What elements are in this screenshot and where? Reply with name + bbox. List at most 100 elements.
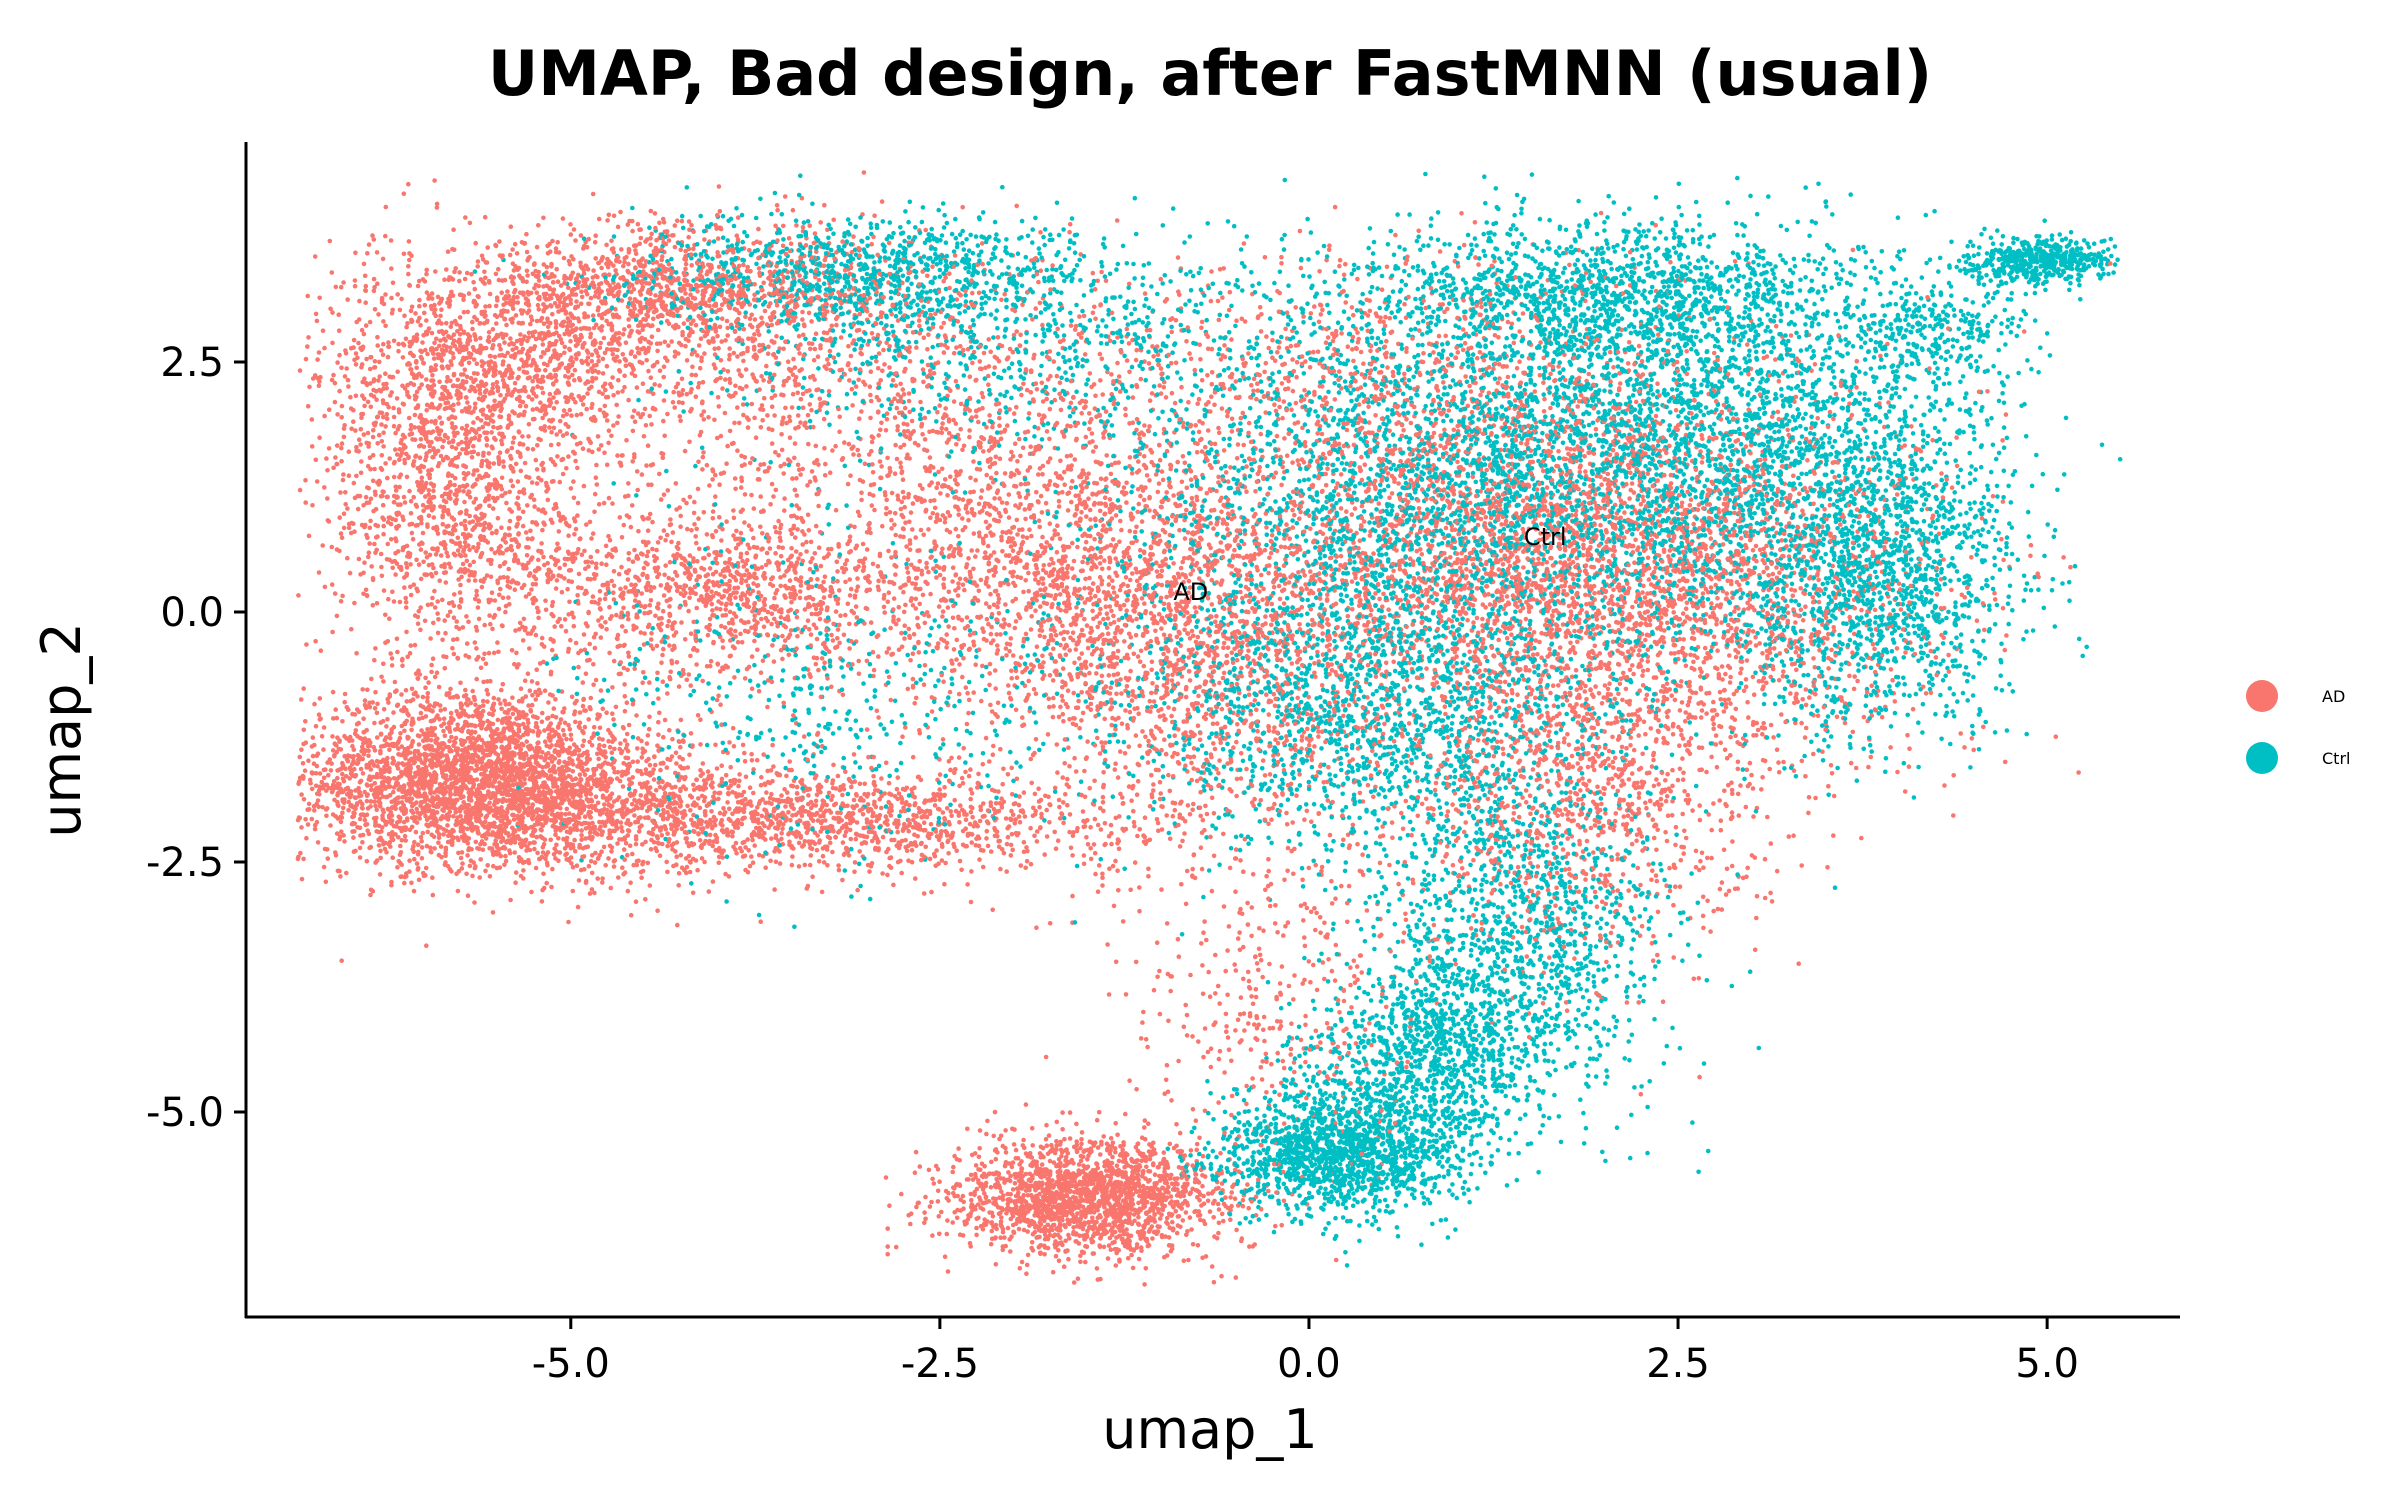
data-point (857, 416, 862, 421)
data-point (1384, 339, 1389, 344)
data-point (956, 1146, 961, 1151)
data-point (348, 571, 353, 576)
data-point (1285, 453, 1290, 458)
data-point (871, 774, 876, 779)
data-point (1448, 555, 1453, 560)
data-point (1855, 359, 1860, 364)
data-point (524, 232, 529, 237)
data-point (342, 700, 347, 705)
data-point (1347, 846, 1352, 851)
data-point (790, 532, 795, 537)
data-point (518, 621, 523, 626)
data-point (1656, 910, 1661, 915)
data-point (1624, 687, 1629, 692)
data-point (1165, 921, 1170, 926)
data-point (1949, 588, 1954, 593)
data-point (1102, 1245, 1107, 1250)
data-point (771, 584, 776, 589)
data-point (822, 595, 827, 600)
data-point (1185, 486, 1190, 491)
data-point (1018, 333, 1023, 338)
data-point (1212, 403, 1217, 408)
data-point (761, 752, 766, 757)
data-point (1143, 291, 1148, 296)
data-point (688, 683, 693, 688)
data-point (1610, 925, 1615, 930)
data-point (1567, 867, 1572, 872)
data-point (1645, 693, 1650, 698)
data-point (540, 636, 545, 641)
data-point (1652, 836, 1657, 841)
points-layer (296, 170, 2123, 1287)
data-point (1239, 995, 1244, 1000)
data-point (628, 880, 633, 885)
data-point (1285, 869, 1290, 874)
data-point (977, 502, 982, 507)
data-point (586, 369, 591, 374)
data-point (735, 405, 740, 410)
data-point (496, 697, 501, 702)
data-point (1302, 388, 1307, 393)
data-point (1123, 765, 1128, 770)
data-point (1585, 839, 1590, 844)
data-point (559, 624, 564, 629)
data-point (931, 511, 936, 516)
data-point (1153, 1172, 1158, 1177)
data-point (1775, 747, 1780, 752)
data-point (960, 516, 965, 521)
data-point (1240, 596, 1245, 601)
data-point (632, 409, 637, 414)
data-point (1006, 683, 1011, 688)
data-point (1115, 1133, 1120, 1138)
data-point (965, 722, 970, 727)
data-point (733, 476, 738, 481)
data-point (468, 864, 473, 869)
data-point (795, 634, 800, 639)
data-point (365, 799, 370, 804)
data-point (722, 812, 727, 817)
data-point (1087, 411, 1092, 416)
data-point (310, 787, 315, 792)
data-point (1294, 401, 1299, 406)
data-point (1246, 649, 1251, 654)
data-point (1150, 660, 1155, 665)
data-point (577, 572, 582, 577)
data-point (1091, 271, 1096, 276)
data-point (1954, 435, 1959, 440)
data-point (487, 304, 492, 309)
data-point (644, 463, 649, 468)
data-point (741, 413, 746, 418)
data-point (1108, 497, 1113, 502)
data-point (491, 327, 496, 332)
data-point (591, 662, 596, 667)
data-point (969, 1198, 974, 1203)
data-point (755, 758, 760, 763)
data-point (791, 392, 796, 397)
data-point (744, 367, 749, 372)
data-point (459, 522, 464, 527)
data-point (568, 222, 573, 227)
data-point (1233, 1028, 1238, 1033)
data-point (418, 628, 423, 633)
data-point (1158, 780, 1163, 785)
data-point (432, 589, 437, 594)
data-point (535, 384, 540, 389)
data-point (1343, 262, 1348, 267)
data-point (702, 237, 707, 242)
data-point (470, 327, 475, 332)
data-point (922, 820, 927, 825)
data-point (1179, 566, 1184, 571)
data-point (1131, 1266, 1136, 1271)
data-point (1722, 789, 1727, 794)
data-point (1320, 683, 1325, 688)
data-point (590, 871, 595, 876)
data-point (1080, 1130, 1085, 1135)
data-point (554, 319, 559, 324)
data-point (661, 609, 666, 614)
data-point (1909, 424, 1914, 429)
data-point (1190, 496, 1195, 501)
data-point (1164, 1078, 1169, 1083)
data-point (1182, 1258, 1187, 1263)
data-point (1690, 808, 1695, 813)
data-point (1083, 577, 1088, 582)
